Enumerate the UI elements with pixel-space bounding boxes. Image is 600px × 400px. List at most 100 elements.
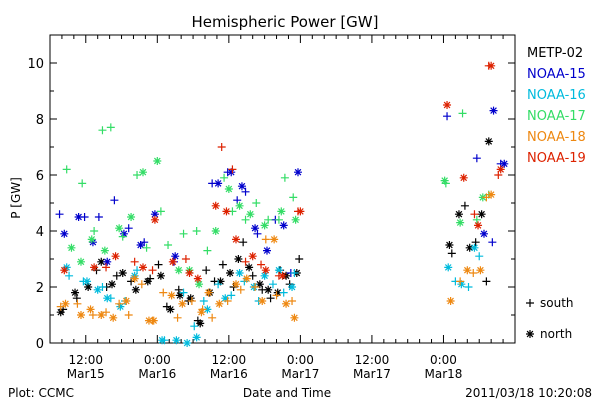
y-axis-label: P [GW] <box>9 177 23 219</box>
series-noaa-18 <box>56 190 496 325</box>
point-noaa-15-north <box>214 179 223 188</box>
point-metp-02-south <box>218 260 227 269</box>
y-tick-label: 10 <box>27 57 44 72</box>
point-noaa-16-south <box>199 297 208 305</box>
point-noaa-19-north <box>90 263 99 272</box>
point-metp-02-south <box>202 266 211 275</box>
point-noaa-17-south <box>98 126 107 135</box>
point-noaa-18-north <box>86 305 95 314</box>
point-noaa-17-south <box>274 215 283 224</box>
point-noaa-18-north <box>149 316 158 325</box>
x-tick-date-label: Mar15 <box>67 367 105 381</box>
point-noaa-17-north <box>246 210 255 219</box>
symbol-legend: south north <box>526 296 574 341</box>
point-metp-02-north <box>156 271 165 280</box>
point-noaa-18-south <box>159 288 168 297</box>
point-noaa-15-north <box>119 229 128 238</box>
plot-credit: Plot: CCMC <box>8 386 74 400</box>
point-noaa-18-south <box>261 235 270 244</box>
point-metp-02-north <box>175 291 184 300</box>
point-metp-02-north <box>454 210 463 219</box>
legend-entry-metp-02: METP-02 <box>527 46 583 61</box>
point-noaa-15-north <box>263 246 271 255</box>
point-noaa-19-north <box>111 252 120 261</box>
point-noaa-18-north <box>178 299 187 308</box>
point-noaa-15-north <box>136 241 145 249</box>
point-noaa-19-south <box>217 143 226 151</box>
x-tick-date-label: Mar16 <box>210 367 248 381</box>
point-noaa-19-south <box>181 255 190 263</box>
point-noaa-16-south <box>179 288 188 297</box>
symbol-legend-south: south <box>526 296 574 310</box>
point-noaa-19-north <box>60 266 69 275</box>
point-noaa-15-north <box>60 229 69 238</box>
point-noaa-16-south <box>190 322 199 331</box>
point-noaa-17-north <box>235 201 244 210</box>
point-noaa-19-north <box>232 235 240 244</box>
point-noaa-15-north <box>171 252 180 261</box>
point-noaa-15-south <box>110 196 119 205</box>
point-metp-02-north <box>118 269 127 277</box>
point-metp-02-north <box>484 137 493 146</box>
symbol-plus <box>526 299 534 307</box>
point-metp-02-north <box>465 243 474 252</box>
point-metp-02-north <box>186 294 195 303</box>
point-noaa-16-north <box>221 294 230 303</box>
point-noaa-19-south <box>130 257 139 266</box>
point-noaa-15-north <box>279 221 288 230</box>
point-noaa-18-south <box>469 269 478 277</box>
point-metp-02-north <box>196 319 205 328</box>
point-noaa-15-north <box>88 238 97 247</box>
point-noaa-17-north <box>277 207 286 216</box>
data-points <box>55 61 509 347</box>
y-tick-label: 2 <box>36 281 44 296</box>
series-noaa-19 <box>60 61 505 283</box>
symbol-legend-north: north <box>526 327 572 341</box>
point-noaa-18-north <box>215 299 224 308</box>
point-noaa-18-north <box>258 297 267 305</box>
point-noaa-15-south <box>124 224 133 233</box>
point-noaa-19-north <box>150 215 159 224</box>
point-noaa-17-south <box>106 123 115 132</box>
point-noaa-16-north <box>93 285 102 294</box>
x-axis: 12:00Mar150:00Mar1612:00Mar160:00Mar1712… <box>61 35 516 381</box>
point-metp-02-south <box>154 260 163 269</box>
point-noaa-15-north <box>103 257 112 266</box>
y-tick-label: 8 <box>36 113 44 128</box>
x-tick-date-label: Mar17 <box>353 367 391 381</box>
point-noaa-15-north <box>500 159 509 168</box>
point-noaa-16-north <box>457 280 466 289</box>
point-noaa-15-north <box>251 224 260 233</box>
point-noaa-19-south <box>257 260 266 269</box>
point-noaa-16-south <box>65 271 74 280</box>
point-noaa-18-north <box>282 299 291 308</box>
point-noaa-19-north <box>222 207 231 216</box>
point-noaa-18-north <box>476 266 485 275</box>
point-noaa-18-north <box>197 308 206 317</box>
point-noaa-17-north <box>440 176 449 185</box>
point-noaa-19-south <box>241 257 250 266</box>
point-metp-02-south <box>447 249 456 258</box>
point-noaa-18-north <box>109 313 118 322</box>
point-noaa-18-north <box>144 316 153 325</box>
point-noaa-16-south <box>464 283 473 291</box>
point-noaa-19-north <box>261 266 270 275</box>
legend-entry-noaa-17: NOAA-17 <box>527 109 586 124</box>
point-noaa-18-south <box>208 313 217 322</box>
legend-entry-noaa-19: NOAA-19 <box>527 151 586 166</box>
point-noaa-15-south <box>443 112 452 121</box>
point-noaa-18-south <box>187 297 196 305</box>
point-noaa-18-north <box>61 299 70 308</box>
point-noaa-15-south <box>488 238 497 247</box>
y-axis: 0 2 4 6 8 10 <box>27 57 515 352</box>
point-noaa-17-south <box>62 165 71 174</box>
point-noaa-17-south <box>179 229 188 238</box>
point-noaa-18-south <box>236 285 245 294</box>
point-metp-02-north <box>445 241 454 249</box>
x-tick-time-label: 0:00 <box>144 353 171 367</box>
point-noaa-17-north <box>67 243 76 252</box>
point-noaa-17-north <box>291 215 300 224</box>
point-noaa-18-north <box>97 311 106 319</box>
point-noaa-18-south <box>223 297 232 305</box>
x-tick-date-label: Mar18 <box>425 367 463 381</box>
